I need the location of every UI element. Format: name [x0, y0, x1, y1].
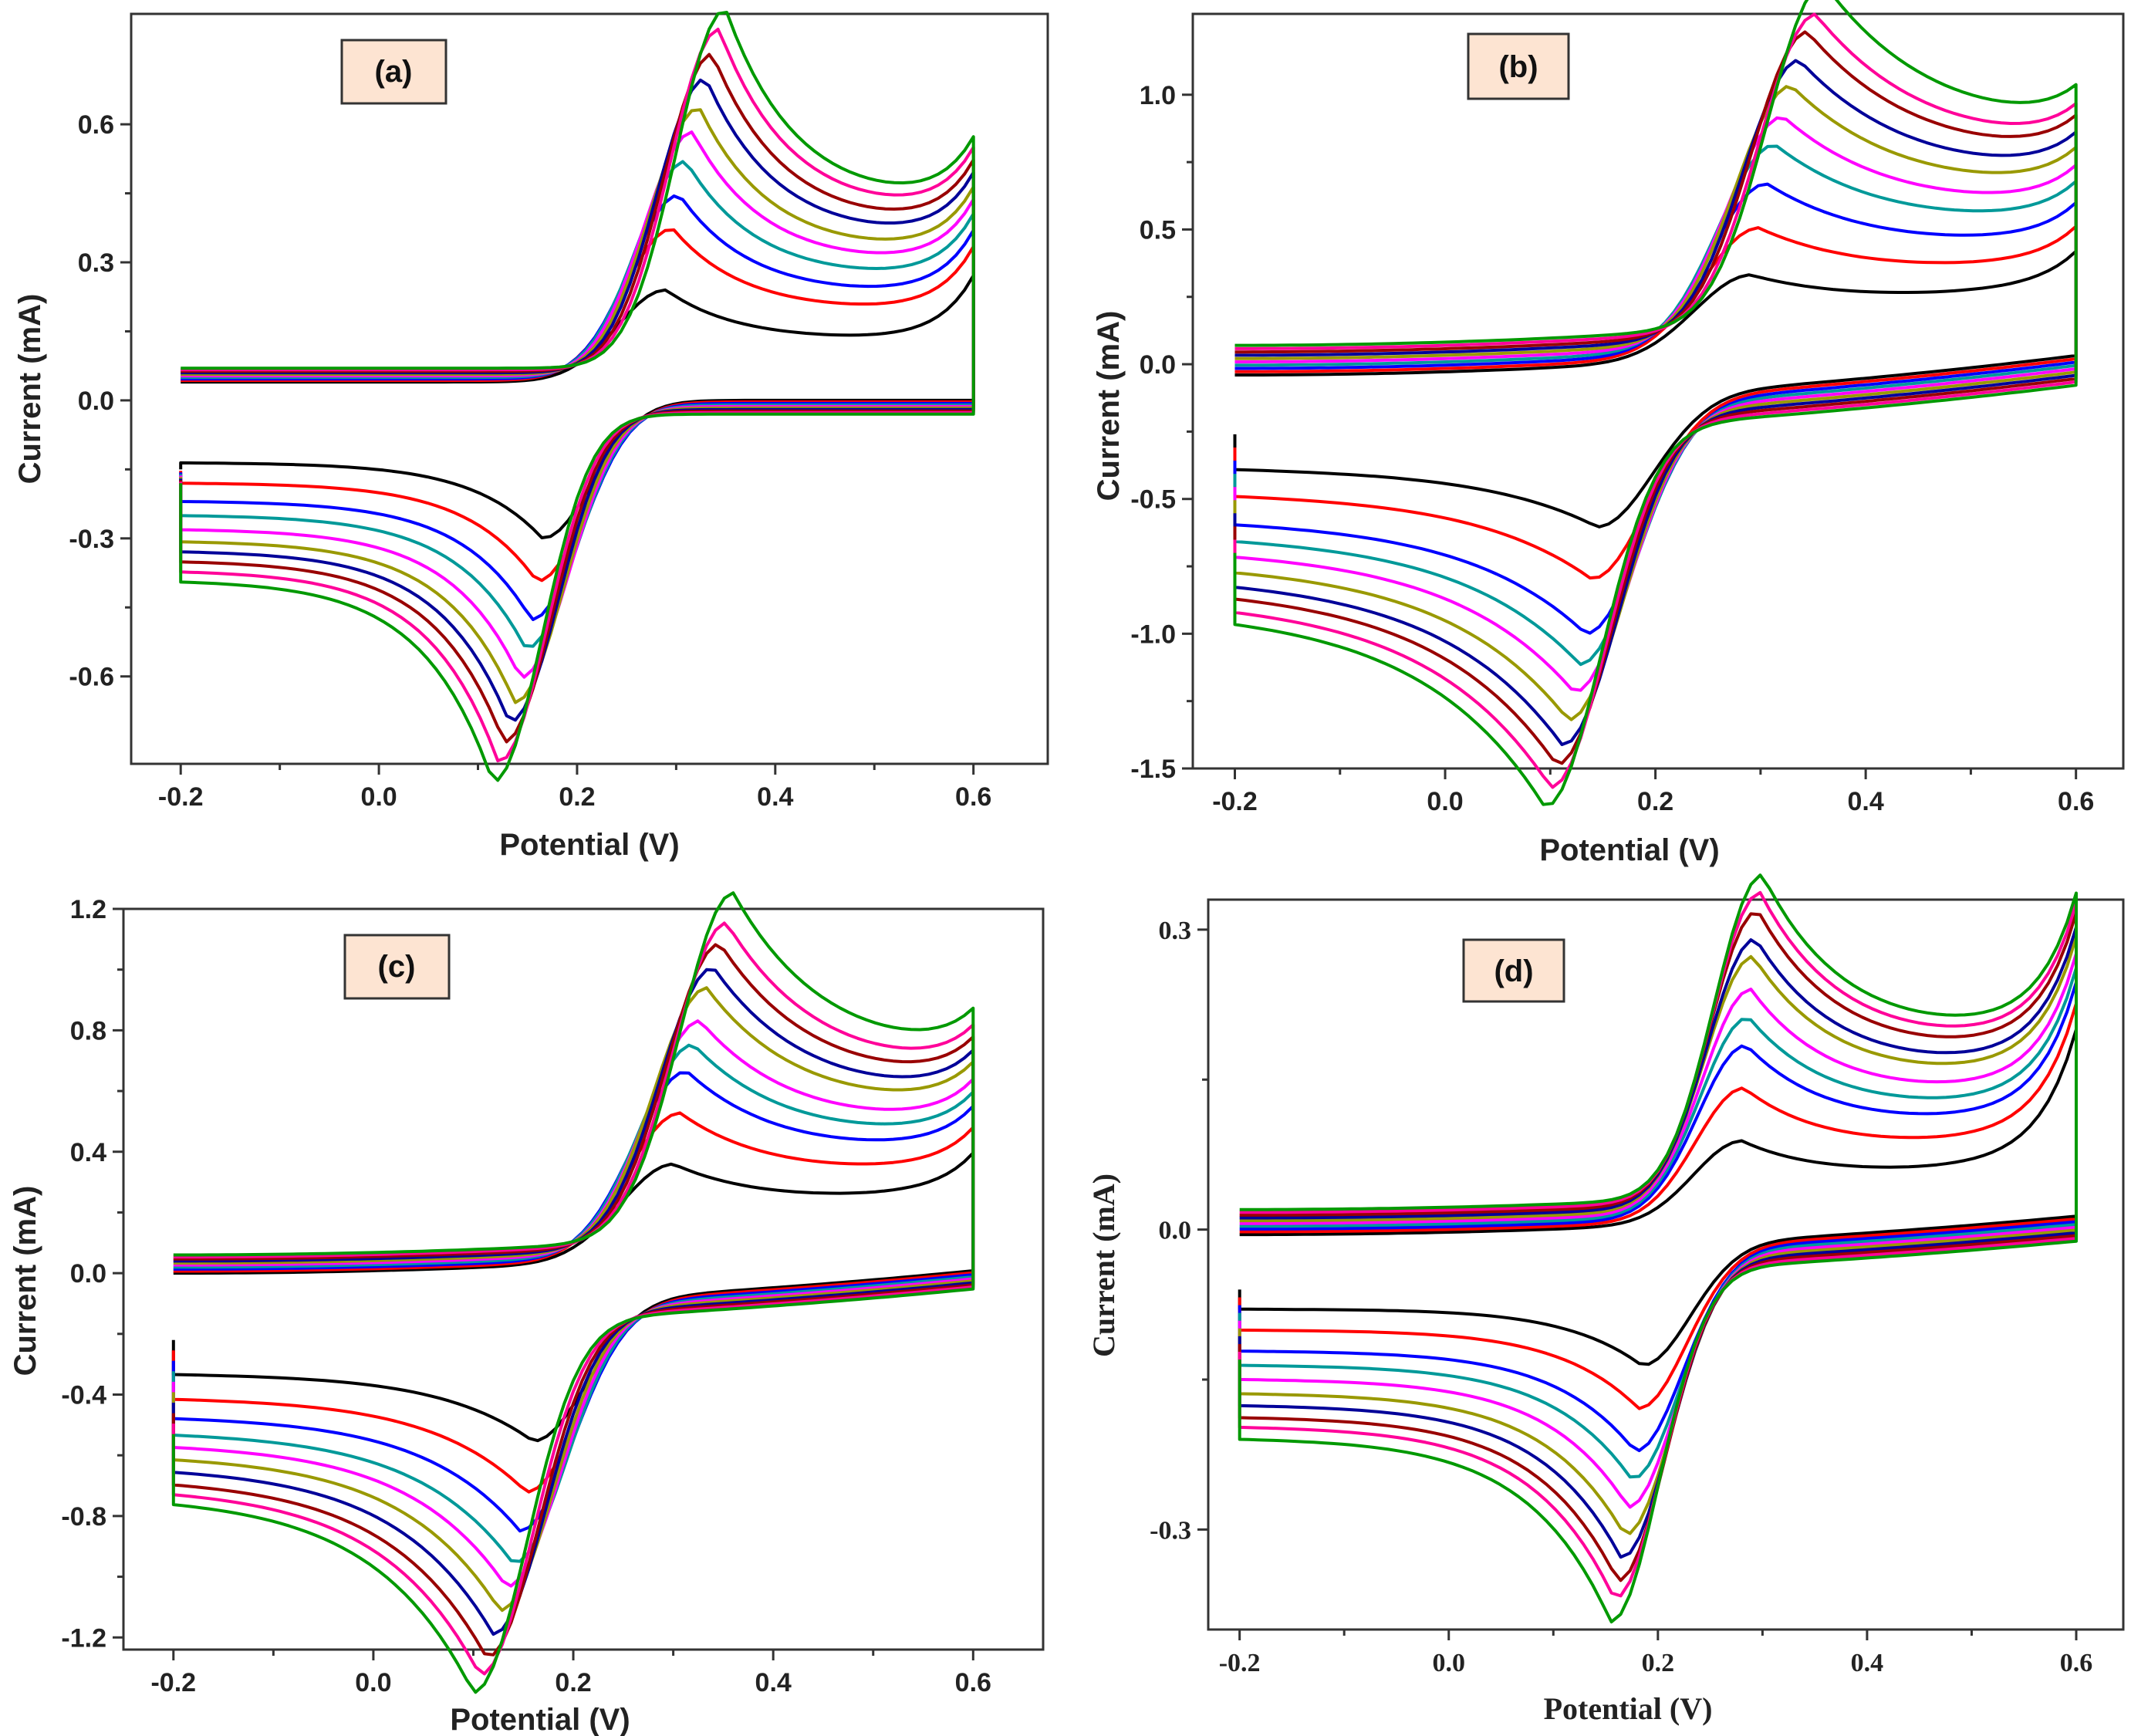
panel-a: -0.2 0.0 0.2 0.4 0.6 -0.6 -0.3 0.0 0.3 0.6 (a) Po… [13, 11, 1049, 862]
y-tick-label: 0.3 [78, 248, 114, 278]
cv-curve-10 [1233, 0, 2078, 806]
cv-curve-10 [179, 11, 975, 782]
x-tick-label: -0.2 [150, 1668, 196, 1697]
y-tick-label: -1.5 [1130, 755, 1176, 784]
curves [1233, 0, 2078, 806]
panel-label-box [1462, 938, 1565, 1003]
plot-frame [1207, 898, 2125, 1631]
x-tick-label: 0.4 [1848, 787, 1884, 816]
x-tick-label: 0.0 [355, 1668, 391, 1697]
tick-labels: -0.2 0.0 0.2 0.4 0.6 -1.5 -1.0 -0.5 0.0 0.5 1.0 [1130, 81, 2094, 816]
y-tick-label: 0.0 [78, 387, 114, 416]
curves [1238, 873, 2078, 1624]
y-tick-label: -0.8 [61, 1502, 106, 1532]
x-axis-title: Potential (V) [1539, 833, 1719, 867]
panel-label: (b) [1498, 50, 1538, 84]
y-tick-label: -0.4 [61, 1381, 106, 1410]
cv-curve-10 [171, 891, 975, 1694]
panel-b: -0.2 0.0 0.2 0.4 0.6 -1.5 -1.0 -0.5 0.0 0.5 1.0 (b… [1092, 0, 2125, 867]
y-tick-label: 0.8 [70, 1016, 106, 1045]
y-axis-title: Current (mA) [13, 294, 47, 485]
x-tick-label: -0.2 [1219, 1649, 1261, 1677]
tick-labels: -0.2 0.0 0.2 0.4 0.6 -0.3 0.0 0.3 [1150, 917, 2092, 1677]
panel-label-box [343, 934, 451, 1000]
x-tick-label: 0.2 [1642, 1649, 1675, 1677]
x-tick-label: 0.0 [360, 782, 397, 812]
plot-frame [1191, 12, 2125, 770]
y-tick-label: -0.6 [69, 663, 114, 692]
y-tick-label: 0.3 [1159, 917, 1192, 945]
x-tick-label: 0.0 [1432, 1649, 1465, 1677]
curves [179, 11, 975, 782]
cv-curve-10 [1238, 873, 2078, 1624]
plot-frame [122, 907, 1045, 1651]
cv-curve-4 [171, 1043, 975, 1563]
x-tick-label: 0.6 [2060, 1649, 2093, 1677]
cv-curve-7 [171, 968, 975, 1636]
y-tick-label: -0.5 [1130, 485, 1176, 515]
y-tick-label: 0.0 [1159, 1217, 1192, 1245]
cv-curve-4 [179, 160, 975, 648]
y-tick-label: 0.6 [78, 110, 114, 140]
panel-c: -0.2 0.0 0.2 0.4 0.6 -1.2 -0.8 -0.4 0.0 0.4 0.8 1.2… [8, 891, 1045, 1736]
panel-label: (c) [378, 950, 416, 984]
y-axis-title: Current (mA) [8, 1186, 42, 1376]
y-tick-label: -1.0 [1130, 620, 1176, 649]
panel-d: -0.2 0.0 0.2 0.4 0.6 -0.3 0.0 0.3 (d) Potential… [1086, 873, 2125, 1726]
x-tick-label: 0.4 [755, 1668, 792, 1697]
x-tick-label: 0.2 [555, 1668, 591, 1697]
y-tick-label: -1.2 [61, 1623, 106, 1653]
plot-frame [130, 12, 1049, 765]
x-tick-label: -0.2 [1212, 787, 1258, 816]
cv-curve-9 [179, 27, 975, 762]
x-tick-label: 0.6 [955, 782, 991, 812]
y-axis-title: Current (mA) [1086, 1174, 1121, 1357]
y-tick-label: -0.3 [1150, 1516, 1191, 1545]
cv-curve-5 [171, 1019, 975, 1588]
cv-curve-7 [1233, 59, 2078, 746]
tick-marks [1182, 93, 2078, 779]
x-tick-label: 0.4 [757, 782, 793, 812]
y-tick-label: 0.0 [1140, 350, 1176, 380]
cv-curve-2 [1233, 225, 2078, 580]
x-tick-label: 0.6 [2058, 787, 2094, 816]
x-tick-label: 0.0 [1427, 787, 1463, 816]
x-axis-title: Potential (V) [1544, 1691, 1713, 1726]
x-axis-title: Potential (V) [450, 1703, 630, 1736]
curves [171, 891, 975, 1694]
y-tick-label: -0.3 [69, 525, 114, 554]
y-tick-label: 1.2 [70, 895, 106, 924]
tick-marks [120, 123, 975, 775]
tick-marks [113, 907, 974, 1660]
y-tick-label: 1.0 [1140, 81, 1176, 110]
cv-curve-4 [1233, 144, 2078, 667]
x-tick-label: 0.2 [559, 782, 595, 812]
tick-labels: -0.2 0.0 0.2 0.4 0.6 -1.2 -0.8 -0.4 0.0 0.4 0.8 1.2 [61, 895, 991, 1697]
panel-label-box [340, 39, 447, 105]
y-tick-label: 0.5 [1140, 215, 1176, 245]
cv-curve-5 [1233, 116, 2078, 692]
y-tick-label: 0.4 [70, 1138, 106, 1167]
cv-curve-3 [171, 1071, 975, 1533]
x-tick-label: -0.2 [158, 782, 204, 812]
x-axis-title: Potential (V) [499, 828, 679, 862]
x-tick-label: 0.4 [1851, 1649, 1884, 1677]
panel-label: (d) [1494, 954, 1533, 988]
y-axis-title: Current (mA) [1092, 311, 1126, 502]
y-tick-label: 0.0 [70, 1259, 106, 1288]
x-tick-label: 0.6 [955, 1668, 991, 1697]
panel-label-box [1467, 32, 1570, 100]
cv-curve-8 [179, 52, 975, 744]
panel-label: (a) [375, 55, 413, 89]
x-tick-label: 0.2 [1637, 787, 1673, 816]
cv-curve-3 [1233, 182, 2078, 635]
tick-marks [1197, 928, 2078, 1640]
tick-labels: -0.2 0.0 0.2 0.4 0.6 -0.6 -0.3 0.0 0.3 0.6 [69, 110, 991, 812]
